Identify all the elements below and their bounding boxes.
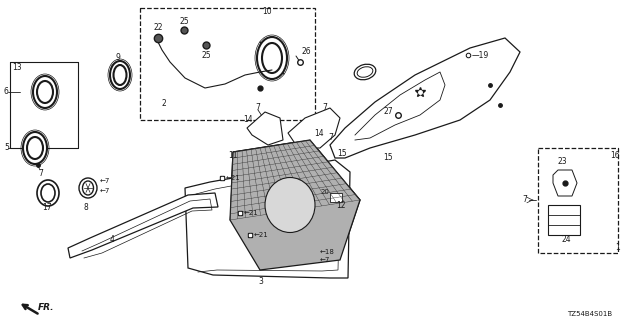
Text: ←21: ←21 [254,232,269,238]
Text: 13: 13 [12,62,22,71]
Text: 11: 11 [228,150,237,159]
Text: 9: 9 [116,53,121,62]
Bar [140,8,315,120]
Polygon shape [230,140,360,270]
Text: FR.: FR. [38,302,54,311]
Text: 17: 17 [42,204,52,212]
Ellipse shape [37,81,53,103]
Text: 3: 3 [258,277,263,286]
Text: 14: 14 [243,116,253,124]
Ellipse shape [27,137,43,159]
Text: 25: 25 [202,51,212,60]
Ellipse shape [79,178,97,198]
Text: 6: 6 [4,87,9,97]
Ellipse shape [23,132,47,164]
Ellipse shape [265,178,315,233]
Ellipse shape [357,67,373,77]
Ellipse shape [262,43,282,73]
Text: 26: 26 [302,46,312,55]
Polygon shape [288,108,340,148]
Text: 23: 23 [558,157,568,166]
Polygon shape [553,170,577,196]
Polygon shape [247,112,283,145]
Polygon shape [185,160,350,278]
Bar [548,205,580,235]
Text: 10: 10 [262,7,271,17]
Text: 14: 14 [314,129,324,138]
Text: 22: 22 [154,23,163,33]
Text: 8: 8 [84,203,89,212]
Polygon shape [230,140,360,270]
Ellipse shape [41,184,55,202]
Text: 15: 15 [337,148,347,157]
Text: 7: 7 [522,196,527,204]
Text: 24: 24 [562,236,572,244]
Text: 7: 7 [255,102,260,111]
Ellipse shape [113,65,127,85]
Text: TZ54B4S01B: TZ54B4S01B [567,311,612,317]
Text: 4: 4 [110,236,115,244]
Text: 25: 25 [180,18,189,27]
Text: 7: 7 [38,169,43,178]
Text: ←21: ←21 [244,210,259,216]
Polygon shape [68,193,218,258]
Ellipse shape [257,37,287,79]
Ellipse shape [265,178,315,233]
Text: 12: 12 [336,201,346,210]
Text: 2: 2 [162,99,167,108]
Text: ←7: ←7 [100,188,110,194]
Text: ←21: ←21 [226,175,241,181]
Polygon shape [330,38,520,158]
Text: 7: 7 [322,103,327,113]
Text: ←18: ←18 [320,249,335,255]
Bar [538,148,618,253]
Ellipse shape [33,76,57,108]
Text: 27: 27 [384,108,394,116]
Text: —19: —19 [472,51,489,60]
Ellipse shape [110,61,130,89]
Text: 5: 5 [4,143,9,153]
Bar [330,193,342,202]
Ellipse shape [37,180,59,206]
Text: 20: 20 [321,189,330,195]
Ellipse shape [354,64,376,80]
Text: 16: 16 [611,150,620,159]
Ellipse shape [83,181,93,195]
Text: ←7: ←7 [100,178,110,184]
Text: 7: 7 [328,132,333,141]
Text: 15: 15 [383,153,392,162]
Text: 1: 1 [615,243,620,252]
Text: ←7: ←7 [320,257,330,263]
